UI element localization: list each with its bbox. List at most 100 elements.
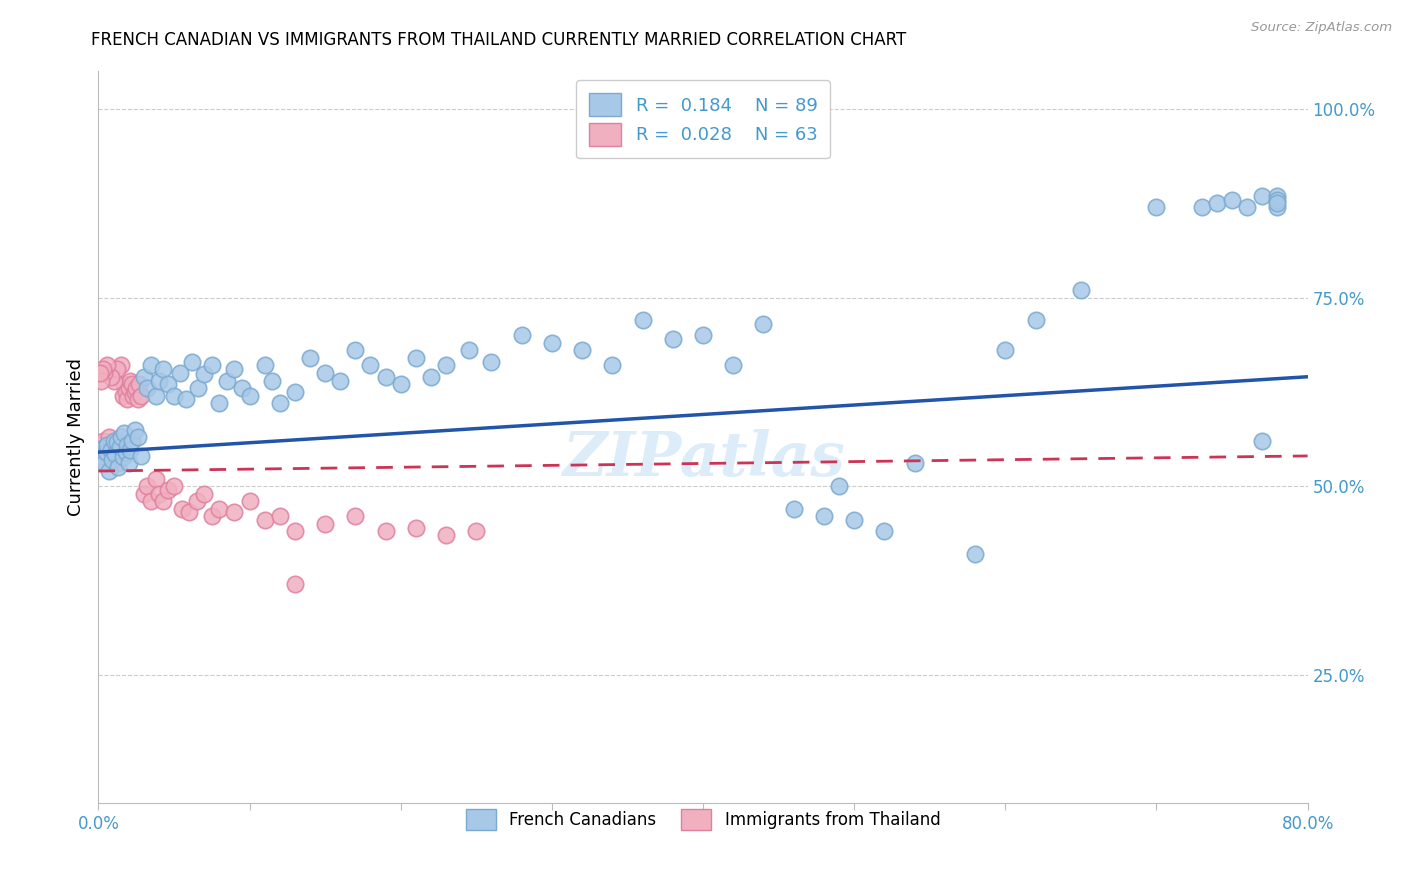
Point	[105, 362, 128, 376]
Point	[107, 457, 129, 471]
Point	[125, 381, 148, 395]
Point	[253, 513, 276, 527]
Point	[360, 359, 382, 373]
Point	[1024, 313, 1046, 327]
Point	[152, 362, 174, 376]
Point	[108, 435, 131, 450]
Point	[179, 506, 201, 520]
Point	[103, 449, 125, 463]
Point	[110, 359, 132, 373]
Point	[107, 460, 129, 475]
Point	[91, 442, 114, 456]
Point	[103, 434, 125, 448]
Point	[692, 328, 714, 343]
Point	[163, 479, 186, 493]
Point	[118, 457, 141, 471]
Point	[1236, 200, 1258, 214]
Point	[104, 447, 127, 461]
Point	[844, 513, 866, 527]
Point	[208, 501, 231, 516]
Point	[262, 374, 284, 388]
Point	[1267, 200, 1289, 214]
Point	[374, 524, 396, 539]
Point	[90, 449, 112, 463]
Point	[132, 486, 155, 500]
Point	[224, 506, 246, 520]
Point	[752, 317, 775, 331]
Point	[98, 464, 121, 478]
Point	[510, 328, 533, 343]
Point	[465, 524, 488, 539]
Point	[100, 442, 122, 457]
Point	[571, 343, 593, 358]
Point	[187, 381, 209, 395]
Point	[141, 494, 163, 508]
Point	[98, 430, 121, 444]
Text: FRENCH CANADIAN VS IMMIGRANTS FROM THAILAND CURRENTLY MARRIED CORRELATION CHART: FRENCH CANADIAN VS IMMIGRANTS FROM THAIL…	[91, 31, 907, 49]
Point	[94, 457, 117, 471]
Point	[93, 442, 115, 456]
Point	[434, 528, 457, 542]
Point	[344, 343, 367, 358]
Point	[89, 366, 111, 380]
Point	[127, 392, 149, 407]
Point	[96, 437, 118, 451]
Point	[284, 384, 307, 399]
Legend: French Canadians, Immigrants from Thailand: French Canadians, Immigrants from Thaila…	[454, 797, 952, 842]
Point	[141, 359, 163, 373]
Point	[121, 434, 143, 448]
Point	[1070, 283, 1092, 297]
Point	[108, 440, 131, 454]
Point	[1267, 196, 1289, 211]
Point	[170, 501, 193, 516]
Point	[873, 524, 896, 539]
Point	[420, 369, 443, 384]
Point	[284, 577, 307, 591]
Point	[631, 313, 654, 327]
Y-axis label: Currently Married: Currently Married	[66, 358, 84, 516]
Point	[344, 509, 367, 524]
Point	[215, 374, 238, 388]
Point	[540, 335, 562, 350]
Point	[1251, 188, 1274, 202]
Point	[434, 359, 457, 373]
Point	[374, 369, 396, 384]
Point	[1220, 193, 1243, 207]
Point	[723, 359, 745, 373]
Point	[193, 486, 215, 500]
Point	[269, 396, 291, 410]
Point	[145, 471, 167, 485]
Point	[90, 374, 112, 388]
Point	[111, 450, 134, 465]
Point	[405, 351, 427, 365]
Point	[156, 377, 179, 392]
Point	[89, 449, 111, 463]
Point	[299, 351, 322, 365]
Point	[104, 434, 127, 448]
Point	[239, 389, 262, 403]
Point	[120, 442, 142, 457]
Point	[602, 359, 624, 373]
Point	[93, 366, 115, 380]
Point	[389, 377, 412, 392]
Point	[100, 369, 122, 384]
Point	[124, 423, 146, 437]
Point	[314, 516, 336, 531]
Point	[181, 354, 204, 368]
Point	[124, 384, 146, 399]
Point	[91, 434, 114, 448]
Point	[457, 343, 479, 358]
Point	[904, 457, 927, 471]
Point	[100, 452, 122, 467]
Point	[1191, 200, 1213, 214]
Point	[122, 389, 145, 403]
Point	[193, 368, 215, 382]
Point	[127, 430, 149, 444]
Point	[129, 449, 152, 463]
Point	[269, 509, 291, 524]
Point	[110, 445, 132, 459]
Point	[239, 494, 262, 508]
Point	[253, 359, 276, 373]
Point	[1144, 200, 1167, 214]
Point	[783, 501, 806, 516]
